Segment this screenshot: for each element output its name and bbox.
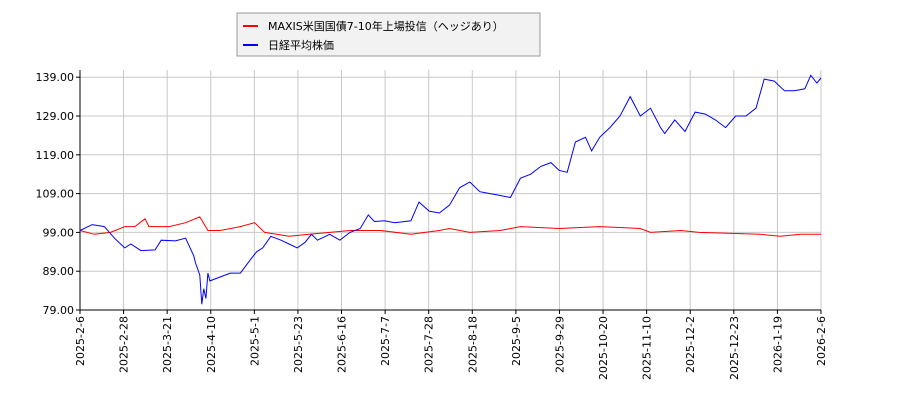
- series-line-1: [79, 74, 822, 305]
- x-tick-label: 2025-7-28: [423, 316, 436, 373]
- x-tick-label: 2025-2-28: [118, 316, 131, 373]
- x-tick-label: 2025-4-10: [205, 316, 218, 373]
- x-tick-label: 2025-6-16: [336, 316, 349, 373]
- x-tick-label: 2025-11-10: [641, 316, 654, 380]
- x-tick-label: 2025-12-2: [684, 316, 697, 373]
- y-tick-label: 109.00: [36, 188, 75, 201]
- y-tick-label: 119.00: [36, 149, 75, 162]
- grid: [79, 70, 822, 311]
- axes: 79.00 89.00 99.00 109.00 119.00 129.00 139.00 2…: [36, 70, 828, 380]
- series-lines: [79, 74, 822, 305]
- x-tick-label: 2025-9-29: [553, 316, 566, 373]
- x-tick-label: 2025-7-7: [379, 316, 392, 366]
- series-line-0: [79, 216, 821, 237]
- x-tick-label: 2025-10-20: [597, 316, 610, 380]
- x-tick-label: 2025-12-23: [728, 316, 741, 380]
- legend-label-0: MAXIS米国国債7-10年上場投信（ヘッジあり）: [268, 19, 504, 33]
- x-tick-label: 2025-2-6: [74, 316, 87, 366]
- x-tick-label: 2025-5-23: [292, 316, 305, 373]
- y-tick-label: 99.00: [43, 226, 75, 239]
- legend-label-1: 日経平均株価: [268, 38, 334, 52]
- y-tick-label: 129.00: [36, 110, 75, 123]
- legend-box: [236, 12, 541, 57]
- x-tick-label: 2026-2-6: [815, 316, 828, 366]
- x-tick-label: 2026-1-19: [771, 316, 784, 373]
- x-tick-label: 2025-3-21: [161, 316, 174, 373]
- legend: MAXIS米国国債7-10年上場投信（ヘッジあり） 日経平均株価: [236, 12, 541, 57]
- x-tick-label: 2025-5-1: [248, 316, 261, 366]
- x-tick-label: 2025-9-5: [510, 316, 523, 366]
- y-tick-label: 79.00: [43, 304, 75, 317]
- y-tick-label: 139.00: [36, 71, 75, 84]
- y-tick-label: 89.00: [43, 265, 75, 278]
- x-tick-label: 2025-8-18: [466, 316, 479, 373]
